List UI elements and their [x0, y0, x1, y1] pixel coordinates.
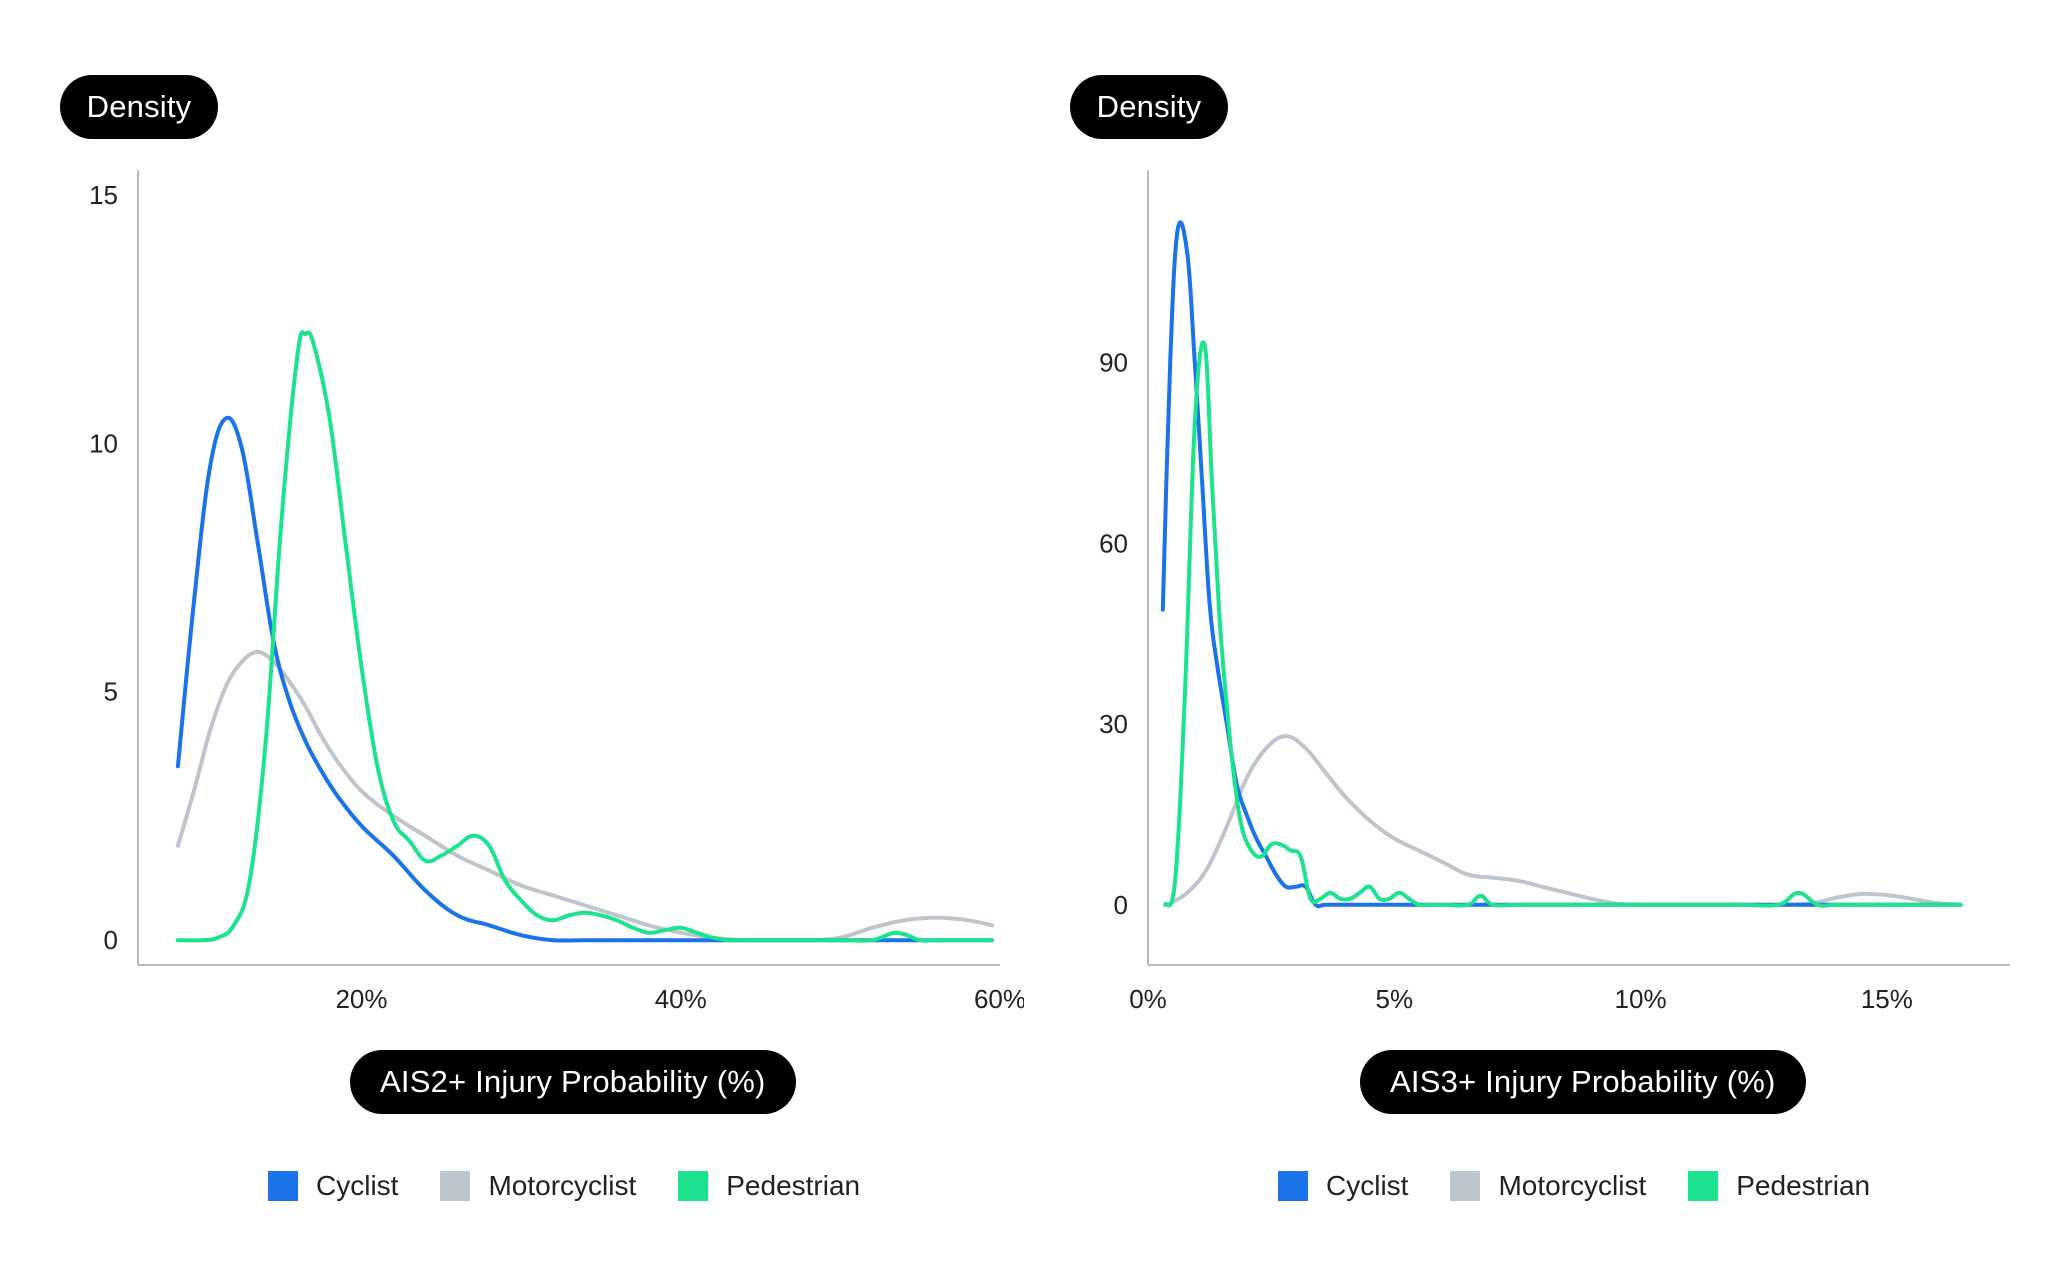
y-tick-label: 10 [89, 428, 118, 458]
chart-panel-ais2: Density 0 5 10 15 20% 40% 60% AIS2+ Injury Pro… [60, 75, 1024, 1202]
y-axis-title: Density [60, 75, 218, 139]
y-tick-label: 0 [104, 925, 118, 955]
plot-area-ais3: 0 30 60 90 0% 5% 10% 15% [1099, 170, 2010, 1014]
legend-label-motorcyclist: Motorcyclist [1498, 1170, 1647, 1201]
x-tick-label: 15% [1861, 984, 1913, 1014]
legend-swatch-pedestrian [678, 1171, 709, 1201]
legend-label-cyclist: Cyclist [1326, 1170, 1409, 1201]
x-tick-label: 20% [335, 984, 387, 1014]
y-tick-label: 30 [1099, 709, 1128, 739]
series-line-motorcyclist [175, 650, 994, 943]
legend-entry-pedestrian: Pedestrian [678, 1170, 860, 1202]
legend-swatch-pedestrian [1688, 1171, 1719, 1201]
legend-entry-motorcyclist: Motorcyclist [440, 1170, 636, 1202]
legend-entry-cyclist: Cyclist [1278, 1170, 1408, 1202]
x-tick-label: 10% [1615, 984, 1667, 1014]
legend-label-motorcyclist: Motorcyclist [488, 1170, 637, 1201]
x-tick-label: 5% [1375, 984, 1413, 1014]
y-tick-label: 60 [1099, 528, 1128, 558]
chart-panel-ais3: Density 0 30 60 90 0% 5% 10% 15% AIS3+ Injury P… [1010, 0, 2034, 1280]
series-line-pedestrian [1163, 340, 1963, 908]
x-tick-label: 60% [974, 984, 1024, 1014]
x-axis-title: AIS3+ Injury Probability (%) [1360, 1050, 1806, 1114]
x-tick-label: 0% [1129, 984, 1167, 1014]
plot-area-ais2: 0 5 10 15 20% 40% 60% [89, 170, 1024, 1014]
series-line-cyclist [175, 415, 994, 943]
legend-label-pedestrian: Pedestrian [1736, 1170, 1871, 1201]
y-tick-label: 0 [1114, 890, 1128, 920]
y-axis-title: Density [1070, 75, 1228, 139]
legend: Cyclist Motorcyclist Pedestrian [268, 1170, 902, 1202]
legend-entry-motorcyclist: Motorcyclist [1450, 1170, 1646, 1202]
legend-entry-pedestrian: Pedestrian [1688, 1170, 1870, 1202]
y-tick-label: 5 [104, 677, 118, 707]
series-line-cyclist [1160, 220, 1963, 909]
legend-entry-cyclist: Cyclist [268, 1170, 398, 1202]
x-tick-label: 40% [655, 984, 707, 1014]
legend-swatch-cyclist [1278, 1171, 1308, 1201]
series-line-pedestrian [175, 330, 994, 943]
x-axis-title: AIS2+ Injury Probability (%) [350, 1050, 796, 1114]
legend-label-pedestrian: Pedestrian [726, 1170, 861, 1201]
y-tick-label: 15 [89, 180, 118, 210]
y-tick-label: 90 [1099, 348, 1128, 378]
legend-label-cyclist: Cyclist [316, 1170, 399, 1201]
legend-swatch-motorcyclist [1450, 1171, 1481, 1201]
legend-swatch-motorcyclist [440, 1171, 471, 1201]
legend: Cyclist Motorcyclist Pedestrian [1278, 1170, 1912, 1202]
series-line-motorcyclist [1165, 734, 1963, 907]
legend-swatch-cyclist [268, 1171, 298, 1201]
